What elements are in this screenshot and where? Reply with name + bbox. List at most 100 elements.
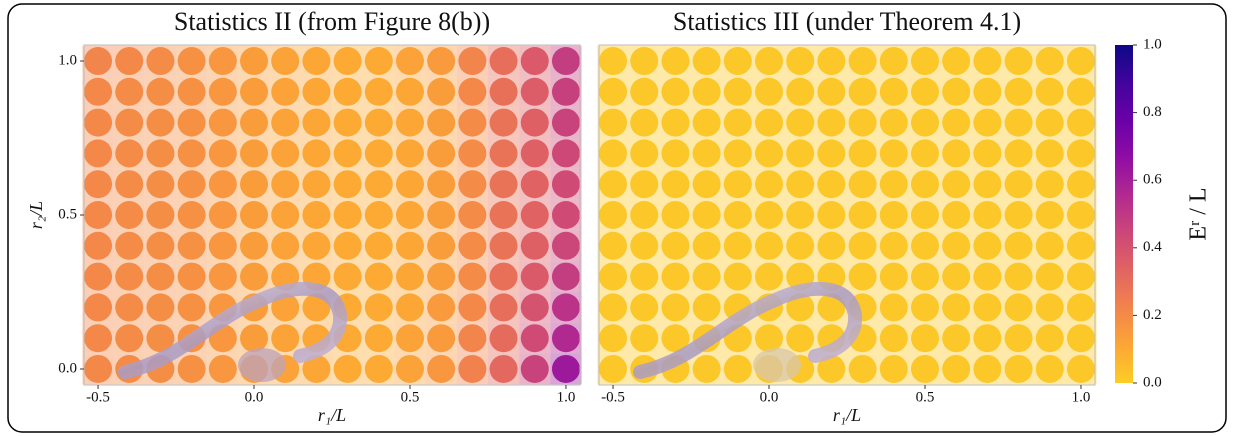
dot [146,232,174,260]
dot [240,109,268,137]
dot [599,293,627,321]
dot [115,78,143,106]
colorbar-tick-label: 0.0 [1143,374,1162,390]
dot [942,324,970,352]
dot [942,201,970,229]
dot [458,170,486,198]
dot [490,109,518,137]
dot [521,324,549,352]
dot [115,263,143,291]
dot [521,355,549,383]
colorbar-tick-label: 0.6 [1143,172,1162,188]
dot [1036,201,1064,229]
dot [302,139,330,167]
dot [973,355,1001,383]
dot [365,139,393,167]
dot [84,201,112,229]
dot [880,139,908,167]
dot [365,109,393,137]
dot [661,232,689,260]
dot [365,47,393,75]
y-tick-label: 0.5 [58,206,77,222]
dot [240,232,268,260]
dot [661,109,689,137]
dot [630,109,658,137]
dot [427,293,455,321]
dot [240,139,268,167]
dot [849,355,877,383]
dot [396,324,424,352]
dot [334,139,362,167]
dot [209,232,237,260]
dot [630,324,658,352]
dot [693,201,721,229]
colorbar-tick-label: 0.4 [1143,239,1162,255]
dot [911,170,939,198]
x-tick-label: 0.0 [760,389,779,405]
dot [490,324,518,352]
dot [334,78,362,106]
dot [552,109,580,137]
dot [661,139,689,167]
dot [302,78,330,106]
colorbar-tick-label: 0.8 [1143,104,1162,120]
dot [661,170,689,198]
dot [209,201,237,229]
dot [1005,139,1033,167]
dot [630,78,658,106]
dot [271,232,299,260]
dot [599,324,627,352]
dot [1005,293,1033,321]
dot [942,170,970,198]
dot [973,263,1001,291]
dot [755,201,783,229]
dot [630,139,658,167]
dot [880,109,908,137]
dot [427,170,455,198]
dot [1067,78,1095,106]
x-tick-label: 0.0 [245,389,264,405]
dot [755,324,783,352]
dot [334,355,362,383]
dot [911,47,939,75]
dot [178,355,206,383]
dot [724,170,752,198]
dot [552,355,580,383]
dot [84,293,112,321]
dot [755,78,783,106]
dot [209,170,237,198]
dot [724,263,752,291]
dot [521,263,549,291]
dot [490,47,518,75]
dot [240,324,268,352]
dot [458,139,486,167]
dot [630,232,658,260]
dot [786,232,814,260]
colorbar-label: Eʳ / L [1186,187,1212,240]
dot [271,201,299,229]
dot [271,139,299,167]
dot [427,355,455,383]
dot [365,78,393,106]
dot [396,263,424,291]
dot [552,232,580,260]
dot [458,232,486,260]
dot [755,263,783,291]
dot [942,139,970,167]
dot [115,324,143,352]
dot [786,139,814,167]
dot [1067,201,1095,229]
dot [942,232,970,260]
dot [521,201,549,229]
dot [942,109,970,137]
dot [693,355,721,383]
dot [880,47,908,75]
dot [942,263,970,291]
dot [490,170,518,198]
dot [599,263,627,291]
dot [490,78,518,106]
dot [817,139,845,167]
dot [146,109,174,137]
dot [146,47,174,75]
dot [786,201,814,229]
